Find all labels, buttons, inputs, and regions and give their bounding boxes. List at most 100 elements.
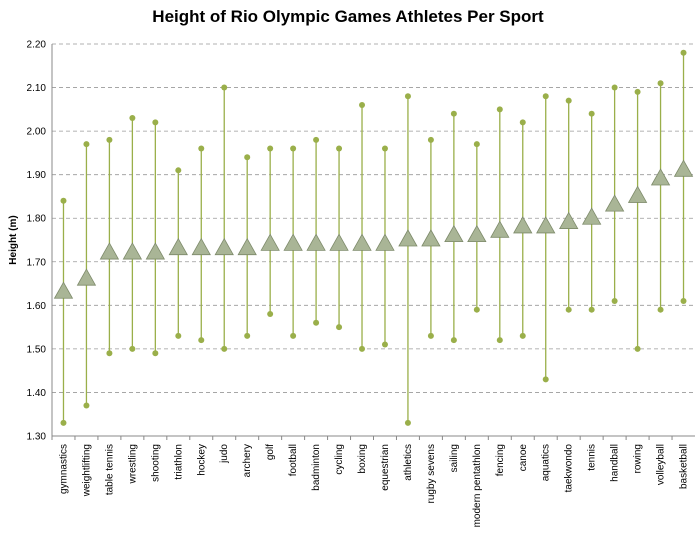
mean-marker [375,233,395,251]
x-tick-label: fencing [495,444,506,476]
x-tick-label: judo [219,444,230,464]
x-tick-label: tennis [587,444,598,471]
x-tick-label: weightlifting [81,444,92,497]
x-tick-label: rugby sevens [426,444,437,503]
y-tick-label: 1.70 [27,257,47,268]
x-tick-label: hockey [196,444,207,476]
low-dot [129,345,136,352]
low-dot [106,350,113,357]
mean-marker [536,216,556,234]
low-dot [152,350,159,357]
high-dot [519,119,526,126]
x-tick-label: cycling [334,444,345,475]
low-dot [381,341,388,348]
mean-marker [398,229,418,247]
high-dot [542,93,549,100]
mean-marker [559,211,579,229]
low-dot [680,297,687,304]
mean-marker [444,224,464,243]
mean-marker [237,237,257,256]
mean-marker [214,237,234,256]
high-dot [83,141,90,148]
high-dot [565,97,572,104]
low-dot [60,419,67,426]
high-dot [588,110,595,117]
x-tick-label: athletics [403,444,414,481]
low-dot [290,332,297,339]
x-tick-label: basketball [679,444,690,489]
x-tick-label: triathlon [173,444,184,480]
x-tick-label: gymnastics [58,444,69,494]
mean-marker [145,242,166,260]
high-dot [106,136,113,143]
high-dot [60,197,67,204]
mean-marker [122,242,143,260]
mean-marker [581,207,602,225]
x-tick-label: canoe [518,444,529,472]
x-tick-label: volleyball [656,444,667,485]
high-dot [290,145,297,152]
high-dot [244,154,251,161]
low-dot [611,297,618,304]
y-tick-label: 2.00 [27,127,47,138]
low-dot [336,324,343,331]
low-dot [542,376,549,383]
x-tick-label: golf [265,444,276,460]
x-tick-label: badminton [311,444,322,491]
high-dot [427,136,434,143]
low-dot [221,345,228,352]
mean-marker [490,220,510,238]
high-dot [175,167,182,174]
low-dot [588,306,595,313]
y-tick-label: 1.80 [27,214,47,225]
mean-marker [260,233,280,251]
mean-marker [673,159,694,177]
high-dot [129,115,136,122]
mean-marker [76,268,97,286]
x-tick-label: equestrian [380,444,391,491]
mean-marker [604,194,625,212]
low-dot [496,337,503,344]
low-dot [267,311,274,318]
y-tick-label: 1.50 [27,344,47,355]
mean-marker [627,185,648,203]
low-dot [657,306,664,313]
high-dot [496,106,503,113]
x-tick-label: football [288,444,299,476]
x-tick-label: aquatics [541,444,552,481]
y-tick-label: 1.30 [27,432,47,443]
low-dot [427,332,434,339]
high-dot [221,84,228,91]
low-dot [565,306,572,313]
y-tick-label: 1.90 [27,170,47,181]
high-dot [267,145,274,152]
y-axis-label: Height (m) [8,215,19,264]
mean-marker [191,237,211,256]
mean-marker [329,233,349,251]
x-tick-label: modern pentathlon [472,444,483,527]
low-dot [359,345,366,352]
high-dot [450,110,457,117]
low-dot [313,319,320,326]
high-dot [381,145,388,152]
low-dot [634,345,641,352]
x-tick-label: shooting [150,444,161,482]
mean-marker [99,242,120,260]
high-dot [404,93,411,100]
x-tick-label: archery [242,444,253,477]
low-dot [244,332,251,339]
low-dot [473,306,480,313]
low-dot [519,332,526,339]
high-dot [657,80,664,87]
high-dot [680,49,687,56]
mean-marker [421,229,441,247]
mean-marker [352,233,372,251]
x-tick-label: table tennis [104,444,115,495]
x-tick-label: sailing [449,444,460,472]
y-tick-label: 2.20 [27,40,47,51]
high-dot [152,119,159,126]
high-dot [359,101,366,108]
mean-marker [650,168,671,186]
chart-title: Height of Rio Olympic Games Athletes Per… [152,7,544,26]
low-dot [404,419,411,426]
